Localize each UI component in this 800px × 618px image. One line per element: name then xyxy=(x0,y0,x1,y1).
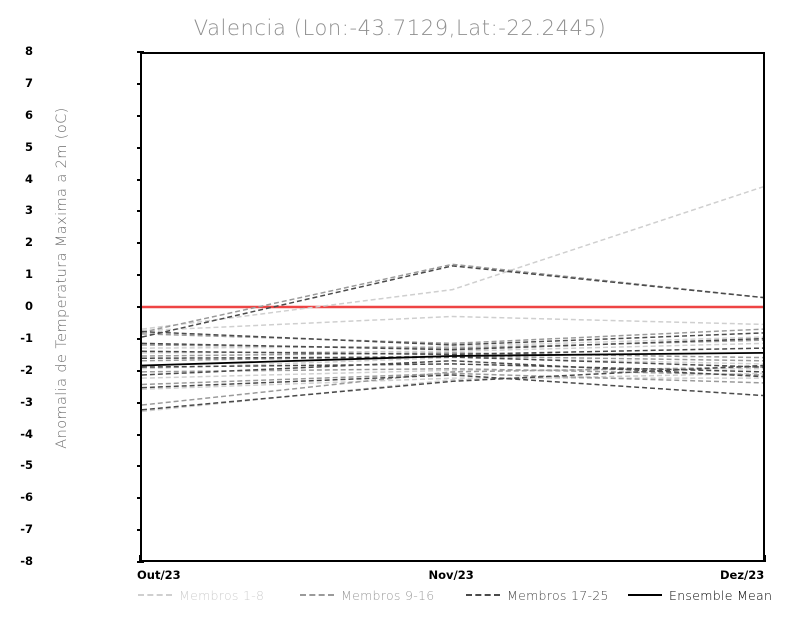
x-tick-label: Out/23 xyxy=(137,568,181,582)
legend-swatch-icon xyxy=(138,594,172,596)
series-line xyxy=(142,363,763,373)
y-tick-label: 3 xyxy=(24,203,33,218)
y-tick-label: -8 xyxy=(20,554,33,568)
series-line xyxy=(142,265,763,338)
chart-legend: Membros 1-8 Membros 9-16 Membros 17-25 Ense… xyxy=(0,586,800,606)
y-tick-label: -6 xyxy=(20,490,33,505)
y-tick-label: 6 xyxy=(24,107,33,122)
y-tick-label: 2 xyxy=(24,235,33,250)
series-line xyxy=(142,351,763,367)
chart-title: Valencia (Lon:-43.7129,Lat:-22.2445) xyxy=(193,16,607,40)
series-line xyxy=(142,356,763,368)
y-tick-mark xyxy=(137,561,144,563)
y-tick-label: 5 xyxy=(24,139,33,154)
y-axis-label: Anomalia de Temperatura Maxima a 2m (oC) xyxy=(54,107,70,449)
legend-swatch-icon xyxy=(628,594,662,596)
y-tick-label: -7 xyxy=(20,522,33,537)
legend-label: Ensemble Mean xyxy=(669,587,773,603)
legend-swatch-icon xyxy=(466,594,500,596)
legend-item[interactable]: Membros 9-16 xyxy=(300,586,435,604)
plot-area xyxy=(140,52,765,562)
series-line xyxy=(142,315,763,332)
y-tick-label: -5 xyxy=(20,458,33,473)
series-line xyxy=(142,364,763,411)
legend-swatch-icon xyxy=(300,594,334,596)
series-line xyxy=(142,372,763,386)
series-line xyxy=(142,186,763,330)
series-line xyxy=(142,372,763,413)
y-tick-label: 4 xyxy=(24,171,33,186)
series-line xyxy=(142,377,763,390)
series-line xyxy=(142,328,763,345)
y-tick-label: -1 xyxy=(20,330,33,345)
series-line xyxy=(142,347,763,356)
legend-item[interactable]: Membros 17-25 xyxy=(466,586,609,604)
y-tick-label: 8 xyxy=(24,44,33,58)
legend-item[interactable]: Ensemble Mean xyxy=(628,586,772,604)
y-tick-label: 0 xyxy=(24,299,33,313)
y-tick-label: 7 xyxy=(24,75,33,90)
legend-label: Membros 17-25 xyxy=(507,587,609,603)
legend-item[interactable]: Membros 1-8 xyxy=(138,586,264,604)
series-line xyxy=(142,337,763,351)
x-tick-mark xyxy=(764,555,766,562)
legend-label: Membros 1-8 xyxy=(179,587,265,603)
y-tick-label: 1 xyxy=(24,267,33,282)
series-line xyxy=(142,336,763,349)
y-tick-label: -4 xyxy=(20,426,33,441)
series-line xyxy=(142,352,763,359)
x-tick-label: Nov/23 xyxy=(428,568,474,582)
series-line xyxy=(142,330,763,346)
y-tick-label: -3 xyxy=(20,394,33,409)
x-tick-label: Dez/23 xyxy=(720,568,765,582)
legend-label: Membros 9-16 xyxy=(341,587,435,603)
series-line xyxy=(142,374,763,397)
series-lines xyxy=(142,186,763,413)
y-tick-label: -2 xyxy=(20,362,33,377)
